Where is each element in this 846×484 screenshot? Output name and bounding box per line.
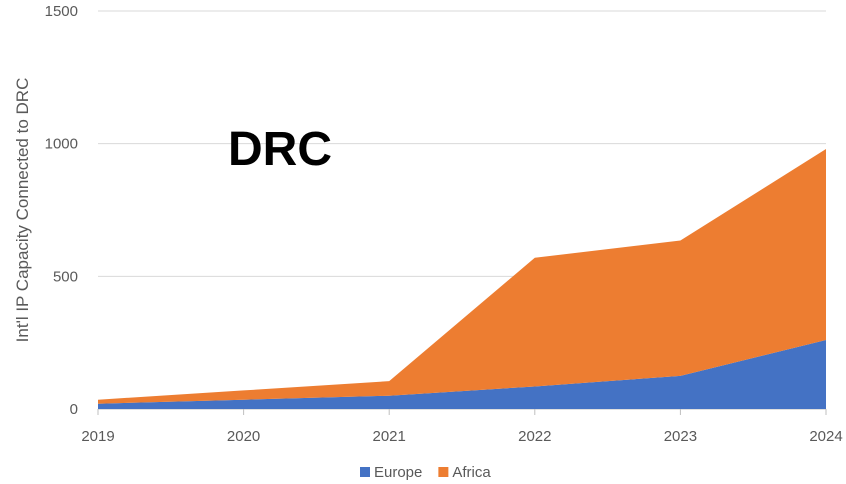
legend-label-africa: Africa [452,464,491,481]
legend-swatch-europe [360,467,370,477]
y-tick-label: 0 [70,401,78,418]
y-axis-label: Int'l IP Capacity Connected to DRC [13,78,32,343]
y-tick-label: 500 [53,268,78,285]
x-tick-label: 2020 [227,428,260,445]
legend: Europe Africa [360,464,491,481]
legend-label-europe: Europe [374,464,422,481]
y-tick-label: 1500 [45,3,78,20]
area-series-africa [98,148,826,404]
y-tick-labels: 0 500 1000 1500 [45,3,78,418]
x-tick-label: 2021 [373,428,406,445]
x-tick-labels: 2019 2020 2021 2022 2023 2024 [81,409,843,445]
area-series-europe [98,340,826,409]
chart-title: DRC [228,123,332,176]
x-tick-label: 2022 [518,428,551,445]
y-tick-label: 1000 [45,136,78,153]
legend-swatch-africa [438,467,449,477]
x-tick-label: 2023 [664,428,697,445]
x-tick-label: 2024 [809,428,842,445]
plot-areas [98,148,826,409]
x-tick-label: 2019 [81,428,114,445]
